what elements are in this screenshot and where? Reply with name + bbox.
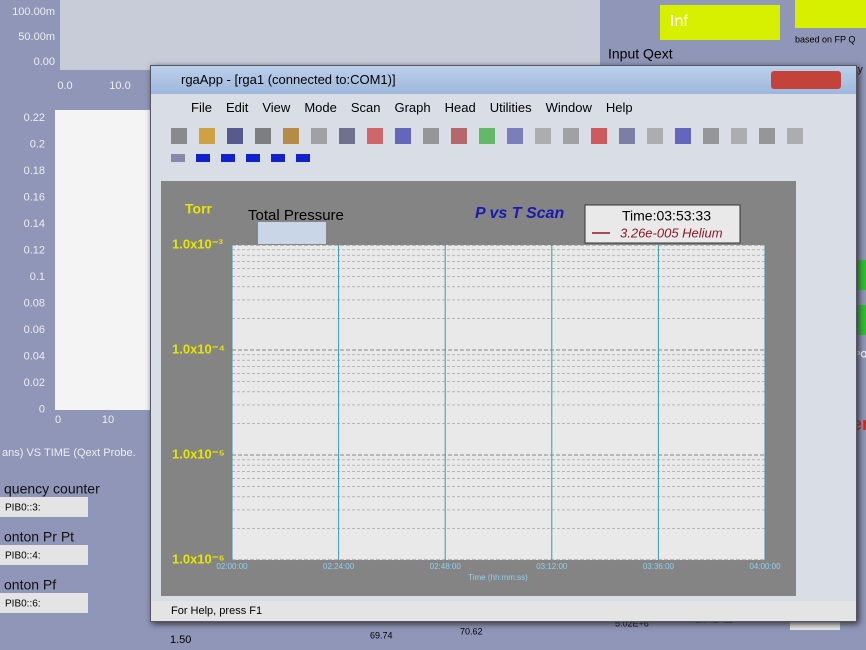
x-tick-label: 02:48:00 [430,562,462,571]
x-tick-label: 03:12:00 [536,562,568,571]
pressure-box [258,222,326,244]
x-tick-label: 03:36:00 [643,562,675,571]
x-tick-label: 02:00:00 [216,562,248,571]
x-axis-label: Time (hh:mm:ss) [468,573,528,582]
total-pressure-label: Total Pressure [248,207,344,224]
legend-time: Time:03:53:33 [622,208,711,224]
y-tick-label: 1.0x10⁻⁴ [172,341,225,356]
pressure-chart: Torr Total Pressure P vs T Scan Time:03:… [0,0,866,650]
y-tick-label: 1.0x10⁻⁵ [172,446,225,461]
x-tick-label: 02:24:00 [323,562,355,571]
screen: 100.00m50.00m0.000.010.00.220.20.180.160… [0,0,866,650]
plot-area [232,245,765,560]
unit-label: Torr [185,201,213,217]
chart-title: P vs T Scan [475,205,564,222]
y-tick-label: 1.0x10⁻³ [172,236,224,251]
x-tick-label: 04:00:00 [749,562,781,571]
legend-value: 3.26e-005 Helium [620,225,723,240]
